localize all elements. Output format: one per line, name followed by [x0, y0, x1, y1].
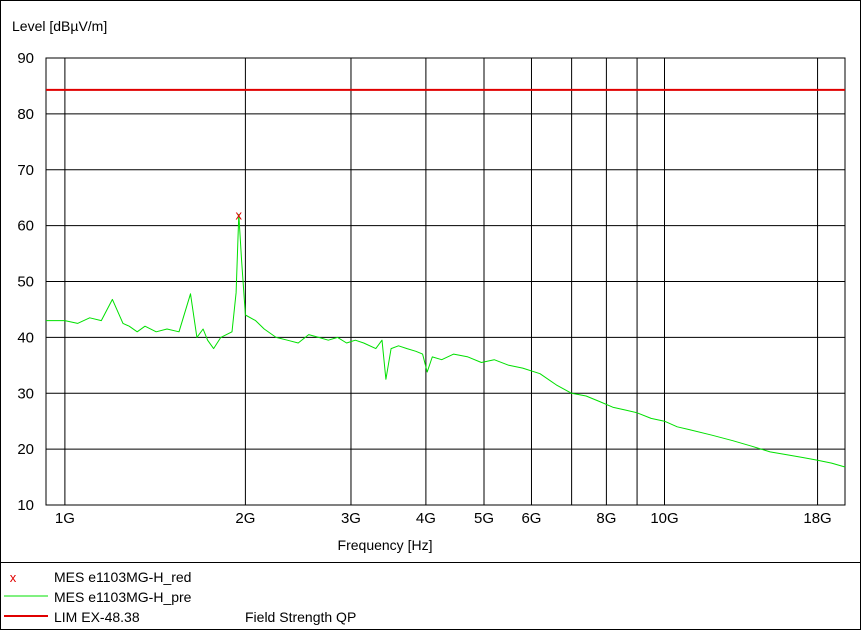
y-tick-label: 20	[17, 441, 34, 458]
x-tick-label: 10G	[650, 510, 678, 527]
y-tick-label: 70	[17, 162, 34, 179]
x-tick-label: 2G	[235, 510, 255, 527]
y-tick-label: 30	[17, 385, 34, 402]
legend-label: MES e1103MG-H_pre	[54, 589, 192, 605]
x-tick-label: 5G	[474, 510, 494, 527]
legend: x MES e1103MG-H_red MES e1103MG-H_pre LIM E…	[4, 569, 356, 625]
y-tick-label: 10	[17, 497, 34, 514]
legend-label: MES e1103MG-H_red	[54, 569, 191, 585]
y-tick-label: 40	[17, 329, 34, 346]
y-axis-title: Level [dBµV/m]	[12, 18, 107, 34]
x-tick-label: 3G	[341, 510, 361, 527]
y-tick-label: 50	[17, 274, 34, 291]
x-axis-title: Frequency [Hz]	[338, 537, 433, 553]
y-tick-label: 90	[17, 50, 34, 67]
y-axis-ticks: 10 20 30 40 50 60 70 80 90	[17, 50, 34, 514]
x-axis-ticks: 1G 2G 3G 4G 5G 6G 8G 10G 18G	[55, 510, 832, 527]
series-line-pre	[46, 213, 846, 468]
grid	[46, 58, 845, 505]
marker-group: x	[236, 207, 243, 222]
x-tick-label: 1G	[55, 510, 75, 527]
peak-marker: x	[236, 207, 243, 222]
y-tick-label: 80	[17, 106, 34, 123]
x-tick-label: 4G	[416, 510, 436, 527]
legend-label: LIM EX-48.38	[54, 609, 140, 625]
series-group	[46, 213, 846, 468]
x-tick-label: 18G	[803, 510, 831, 527]
legend-description: Field Strength QP	[245, 609, 356, 625]
x-tick-label: 8G	[596, 510, 616, 527]
legend-symbol-x: x	[10, 570, 17, 585]
y-tick-label: 60	[17, 218, 34, 235]
x-tick-label: 6G	[521, 510, 541, 527]
